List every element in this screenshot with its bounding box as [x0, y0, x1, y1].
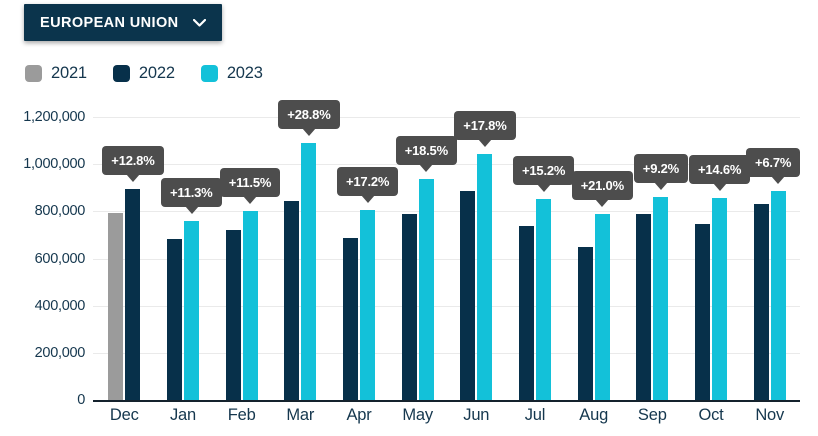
bar-2023-Aug[interactable]: [594, 214, 610, 400]
x-axis: Dec Jan Feb Mar Apr May Jun Jul Aug Sep Oct Nov: [0, 406, 818, 428]
bar-2022-Jun[interactable]: [460, 190, 476, 400]
region-selector-button[interactable]: EUROPEAN UNION: [24, 4, 222, 41]
pct-change-tooltip-Feb: +11.5%: [219, 167, 281, 197]
bar-2022-Jan[interactable]: [167, 238, 182, 400]
y-axis-tick-label: 200,000: [34, 344, 86, 361]
bar-2022-Nov[interactable]: [753, 204, 769, 400]
bar-2023-Sep[interactable]: [653, 196, 669, 400]
y-axis-tick-label: 400,000: [34, 297, 86, 314]
pct-change-tooltip-May: +18.5%: [395, 136, 457, 165]
x-axis-label-Dec: Dec: [109, 406, 139, 424]
legend-label-2021: 2021: [51, 64, 87, 82]
bar-2023-Apr[interactable]: [360, 210, 375, 400]
bar-2023-Nov[interactable]: [770, 191, 786, 400]
gridline: [93, 352, 800, 354]
tooltip-caret-Jan: [184, 205, 199, 214]
bar-2022-Feb[interactable]: [225, 230, 241, 400]
chevron-down-icon: [192, 18, 206, 27]
tooltip-caret-Sep: [653, 181, 668, 190]
x-axis-label-Jun: Jun: [463, 406, 490, 424]
bar-2023-Jul[interactable]: [536, 199, 551, 400]
pct-change-tooltip-Oct: +14.6%: [689, 155, 751, 185]
pct-change-tooltip-Apr: +17.2%: [337, 167, 399, 197]
bar-2023-Mar[interactable]: [301, 143, 317, 400]
bar-2022-Mar[interactable]: [284, 200, 300, 400]
gridline: [93, 117, 800, 118]
x-axis-label-Nov: Nov: [755, 406, 785, 424]
chart-legend: 2021 2022 2023: [25, 64, 263, 83]
region-selector-label: EUROPEAN UNION: [40, 14, 179, 31]
x-axis-label-Sep: Sep: [637, 406, 667, 424]
bar-2023-Feb[interactable]: [242, 210, 258, 400]
tooltip-caret-Dec: [125, 173, 140, 182]
x-axis-label-Feb: Feb: [227, 406, 256, 424]
y-axis: 1,200,000 1,000,000 800,000 600,000 400,000 2…: [0, 0, 85, 436]
gridline: [93, 258, 800, 260]
bar-2022-Aug[interactable]: [577, 246, 593, 400]
x-axis-label-Oct: Oct: [698, 406, 724, 424]
gridline: [93, 305, 800, 307]
y-axis-tick-label: 0: [77, 392, 85, 408]
y-axis-tick-label: 1,000,000: [23, 156, 85, 173]
pct-change-tooltip-Dec: +12.8%: [102, 145, 164, 175]
tooltip-caret-Oct: [712, 183, 727, 192]
bar-2023-Jan[interactable]: [184, 220, 199, 400]
x-axis-label-Jan: Jan: [169, 406, 196, 424]
tooltip-caret-Apr: [360, 195, 375, 204]
tooltip-caret-Mar: [301, 128, 316, 137]
x-axis-label-Jul: Jul: [524, 406, 546, 424]
y-axis-tick-label: 1,200,000: [23, 109, 85, 125]
pct-change-tooltip-Jul: +15.2%: [513, 156, 575, 186]
y-axis-tick-label: 800,000: [34, 203, 86, 220]
pct-change-tooltip-Sep: +9.2%: [633, 153, 689, 183]
x-axis-label-May: May: [402, 406, 433, 424]
bar-2022-Dec[interactable]: [125, 188, 141, 400]
bar-2022-Apr[interactable]: [343, 238, 358, 400]
pct-change-tooltip-Jun: +17.8%: [454, 110, 516, 140]
legend-color-chip-2022: [112, 65, 130, 82]
legend-item-2021[interactable]: 2021: [25, 64, 87, 83]
tooltip-caret-Jun: [477, 138, 492, 147]
x-axis-line: [93, 400, 800, 402]
tooltip-caret-Feb: [243, 195, 258, 204]
tooltip-caret-Jul: [536, 184, 551, 193]
x-axis-label-Aug: Aug: [579, 406, 609, 424]
legend-label-2023: 2023: [226, 64, 263, 82]
bar-2022-Oct[interactable]: [695, 223, 710, 400]
pct-change-tooltip-Nov: +6.7%: [746, 148, 801, 178]
legend-item-2022[interactable]: 2022: [112, 64, 175, 83]
x-axis-label-Apr: Apr: [346, 406, 372, 424]
tooltip-caret-May: [419, 164, 434, 172]
bar-2022-May[interactable]: [401, 213, 417, 400]
gridline: [93, 211, 800, 213]
legend-color-chip-2021: [25, 65, 42, 82]
pct-change-tooltip-Aug: +21.0%: [571, 171, 633, 201]
bar-2022-Jul[interactable]: [519, 225, 534, 400]
bar-2023-May[interactable]: [418, 179, 434, 400]
bar-2021-Dec[interactable]: [108, 212, 124, 400]
bar-2022-Sep[interactable]: [636, 214, 652, 400]
tooltip-caret-Nov: [771, 176, 786, 185]
x-axis-label-Mar: Mar: [286, 406, 315, 424]
pct-change-tooltip-Jan: +11.3%: [161, 177, 222, 207]
legend-color-chip-2023: [200, 65, 218, 82]
pct-change-tooltip-Mar: +28.8%: [278, 100, 340, 130]
bar-2023-Oct[interactable]: [712, 198, 727, 400]
bar-2023-Jun[interactable]: [477, 153, 493, 400]
tooltip-caret-Aug: [595, 199, 610, 208]
y-axis-tick-label: 600,000: [34, 250, 86, 267]
legend-label-2022: 2022: [138, 64, 175, 82]
legend-item-2023[interactable]: 2023: [200, 64, 263, 83]
